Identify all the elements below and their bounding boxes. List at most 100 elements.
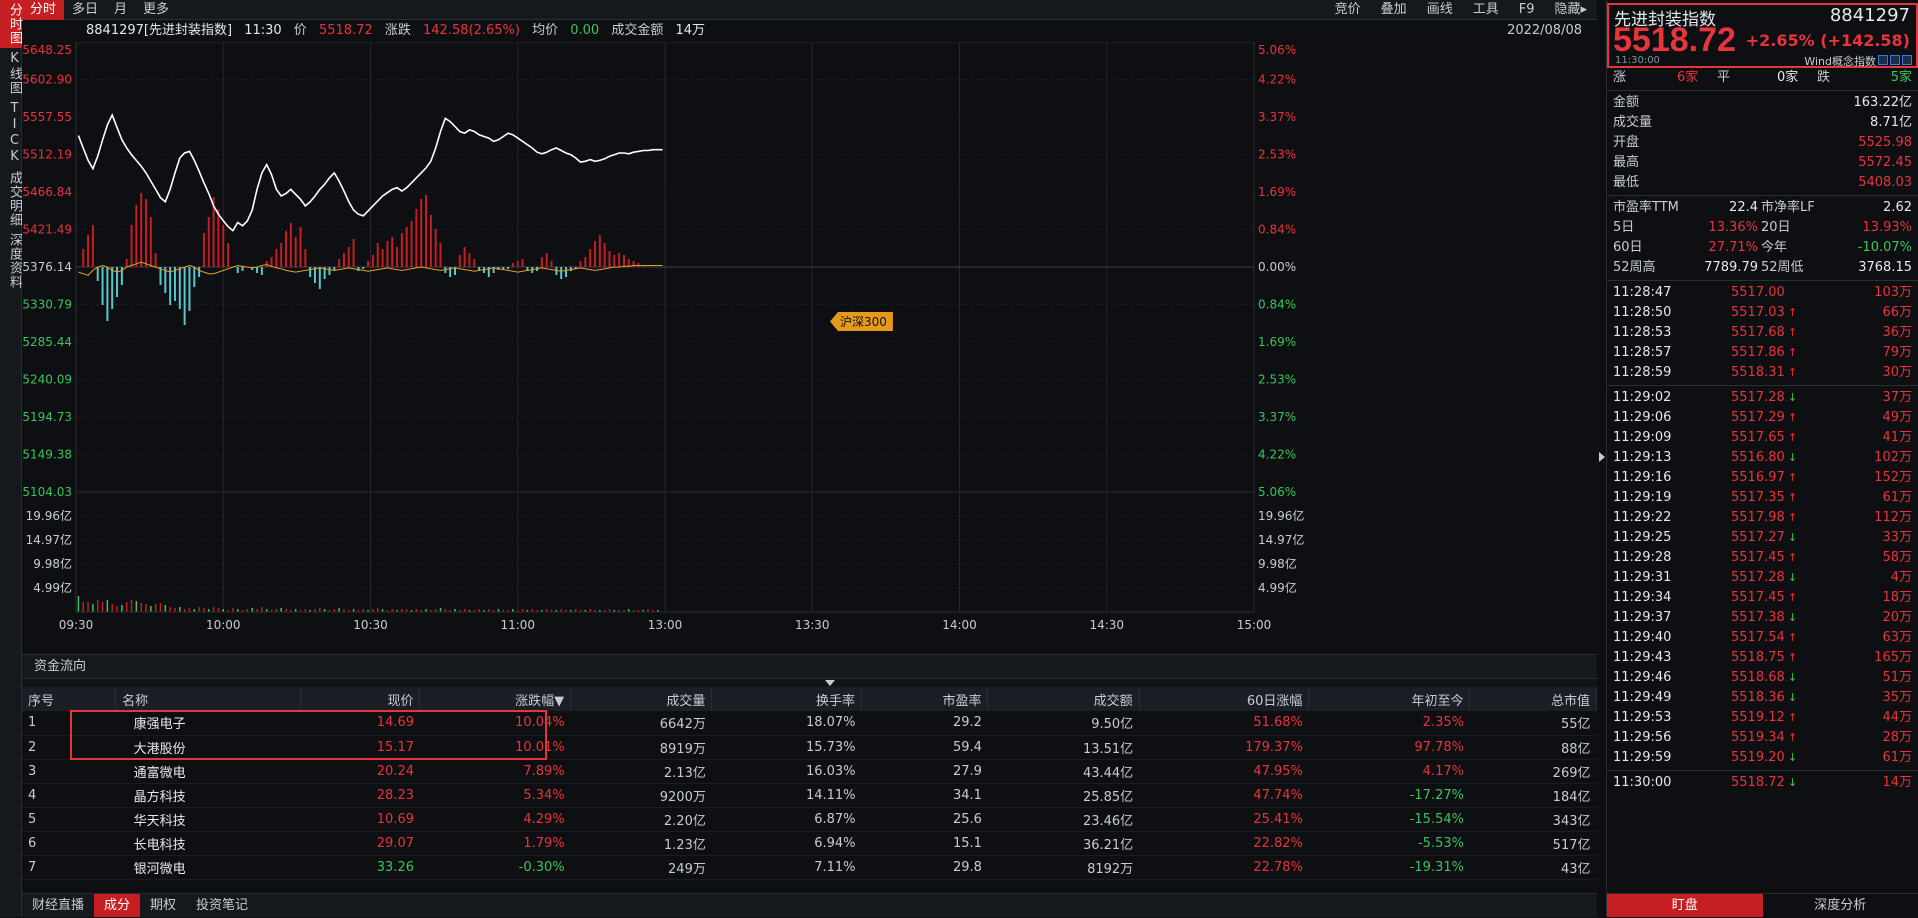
expand-arrow-icon[interactable] — [1599, 452, 1605, 462]
index-category: Wind概念指数 — [1804, 53, 1876, 69]
tool-menu-item-1[interactable]: 叠加 — [1371, 0, 1417, 20]
vtab-0[interactable]: 分时图 — [0, 0, 22, 48]
period-tab-2[interactable]: 月 — [106, 0, 135, 20]
col-header-4[interactable]: 成交量 — [571, 687, 712, 711]
tick-volume: 18万 — [1882, 588, 1912, 608]
col-header-0[interactable]: 序号 — [22, 687, 116, 711]
edit-icon[interactable] — [1878, 55, 1888, 65]
vtab-2[interactable]: TICK — [0, 98, 22, 168]
pct-tick-label: 5.06% — [1258, 485, 1296, 499]
tick-time: 11:29:16 — [1613, 468, 1671, 488]
col-header-1[interactable]: 名称 — [116, 687, 301, 711]
period-tab-0[interactable]: 分时 — [22, 0, 64, 20]
amount-label: 成交金额 — [611, 23, 663, 38]
ratio-value: 7789.79 — [1704, 258, 1758, 278]
hs300-reference-tag[interactable]: 沪深300 — [830, 312, 893, 331]
arrow-up-icon: ↑ — [1788, 323, 1797, 343]
period-tab-3[interactable]: 更多 — [135, 0, 177, 20]
tick-price: 5517.28 — [1731, 388, 1785, 408]
cell-序号: 6 — [22, 831, 116, 855]
bottom-tab-2[interactable]: 期权 — [140, 894, 186, 917]
tool-menu-item-3[interactable]: 工具 — [1463, 0, 1509, 20]
col-header-10[interactable]: 总市值 — [1470, 687, 1597, 711]
amount-value: 14万 — [676, 23, 706, 38]
cell-序号: 1 — [22, 711, 116, 735]
capital-flow-header[interactable]: 资金流向 — [22, 654, 1597, 678]
cell-总市值: 43亿 — [1470, 855, 1597, 879]
right-tab-1[interactable]: 深度分析 — [1763, 894, 1918, 917]
price-tick-label: 5194.73 — [22, 410, 72, 424]
col-header-7[interactable]: 成交额 — [988, 687, 1139, 711]
cell-总市值: 269亿 — [1470, 759, 1597, 783]
bottom-tab-3[interactable]: 投资笔记 — [186, 894, 258, 917]
time-tick-label: 11:00 — [500, 618, 535, 632]
arrow-down-icon: ↓ — [1788, 668, 1797, 688]
ratio-value: 13.93% — [1862, 218, 1912, 238]
tick-volume: 112万 — [1874, 508, 1912, 528]
collapse-arrow-icon[interactable] — [825, 680, 835, 686]
arrow-up-icon: ↑ — [1788, 508, 1797, 528]
ratio-value: 2.62 — [1883, 198, 1912, 218]
period-tab-1[interactable]: 多日 — [64, 0, 106, 20]
col-header-3[interactable]: 涨跌幅▼ — [420, 687, 571, 711]
cell-名称: 晶方科技 — [116, 783, 301, 807]
cell-成交额: 23.46亿 — [988, 807, 1139, 831]
copy-icon[interactable] — [1890, 55, 1900, 65]
col-header-5[interactable]: 换手率 — [712, 687, 862, 711]
cell-总市值: 517亿 — [1470, 831, 1597, 855]
tool-menu-item-0[interactable]: 竞价 — [1325, 0, 1371, 20]
bottom-tab-0[interactable]: 财经直播 — [22, 894, 94, 917]
tick-volume: 4万 — [1891, 568, 1912, 588]
tick-price: 5518.68 — [1731, 668, 1785, 688]
cell-名称: 康强电子 — [116, 711, 301, 735]
ratio-value: 27.71% — [1708, 238, 1758, 258]
tick-time: 11:29:37 — [1613, 608, 1671, 628]
vtab-4[interactable]: 深度资料 — [0, 230, 22, 292]
price-label: 价 — [294, 23, 307, 38]
col-header-8[interactable]: 60日涨幅 — [1139, 687, 1309, 711]
cell-成交额: 43.44亿 — [988, 759, 1139, 783]
add-icon[interactable] — [1902, 55, 1912, 65]
vol-tick-label-right: 9.98亿 — [1258, 556, 1297, 571]
bottom-tabs: 财经直播成分期权投资笔记 — [22, 893, 1597, 917]
cell-60日涨幅: 22.82% — [1139, 831, 1309, 855]
tool-menu-item-2[interactable]: 画线 — [1417, 0, 1463, 20]
col-header-9[interactable]: 年初至今 — [1309, 687, 1470, 711]
arrow-down-icon: ↓ — [1788, 528, 1797, 548]
vtab-1[interactable]: K线图 — [0, 48, 22, 98]
cell-成交量: 249万 — [571, 855, 712, 879]
vtab-3[interactable]: 成交明细 — [0, 168, 22, 230]
tool-menu-item-4[interactable]: F9 — [1509, 0, 1545, 20]
stat-label: 最高 — [1613, 153, 1639, 173]
tick-time: 11:29:25 — [1613, 528, 1671, 548]
bottom-tab-1[interactable]: 成分 — [94, 894, 140, 917]
panel-splitter[interactable] — [22, 678, 1597, 687]
col-header-2[interactable]: 现价 — [300, 687, 420, 711]
tool-menu-item-5[interactable]: 隐藏▸ — [1544, 0, 1597, 20]
tick-price: 5517.38 — [1731, 608, 1785, 628]
stat-value: 5572.45 — [1858, 153, 1912, 173]
arrow-up-icon: ↑ — [1788, 488, 1797, 508]
col-header-6[interactable]: 市盈率 — [862, 687, 988, 711]
panel-toggle[interactable] — [1598, 0, 1606, 917]
right-tab-0[interactable]: 盯盘 — [1607, 894, 1763, 917]
ratio-label: 52周低 — [1761, 258, 1804, 278]
stat-label: 最低 — [1613, 173, 1639, 193]
vol-tick-label-right: 14.97亿 — [1258, 532, 1304, 547]
